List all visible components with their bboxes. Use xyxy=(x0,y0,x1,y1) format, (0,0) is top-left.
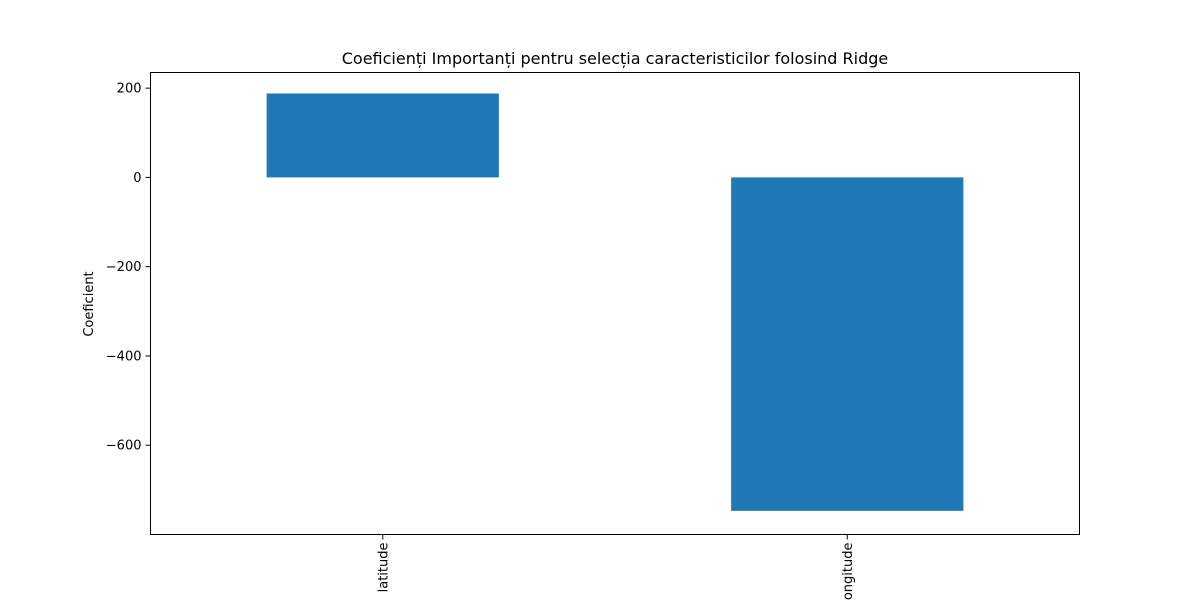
bar-longitude xyxy=(731,177,964,511)
y-tick-label: −600 xyxy=(106,439,142,454)
y-tick-label: 0 xyxy=(133,171,141,186)
y-tick-label: −400 xyxy=(106,349,142,364)
x-tick-label: longitude xyxy=(841,543,856,600)
x-axis: latitude longitude xyxy=(376,534,856,600)
y-tick-label: 200 xyxy=(117,82,142,97)
y-axis-label: Coeficient xyxy=(82,271,97,336)
bars-group xyxy=(266,93,964,511)
chart-title: Coeficienți Importanți pentru selecția c… xyxy=(342,49,889,68)
y-axis: 200 0 −200 −400 −600 xyxy=(106,82,151,454)
bar-latitude xyxy=(266,93,499,178)
x-tick-label: latitude xyxy=(376,542,391,592)
plot-frame xyxy=(150,72,1080,535)
y-tick-label: −200 xyxy=(106,260,142,275)
